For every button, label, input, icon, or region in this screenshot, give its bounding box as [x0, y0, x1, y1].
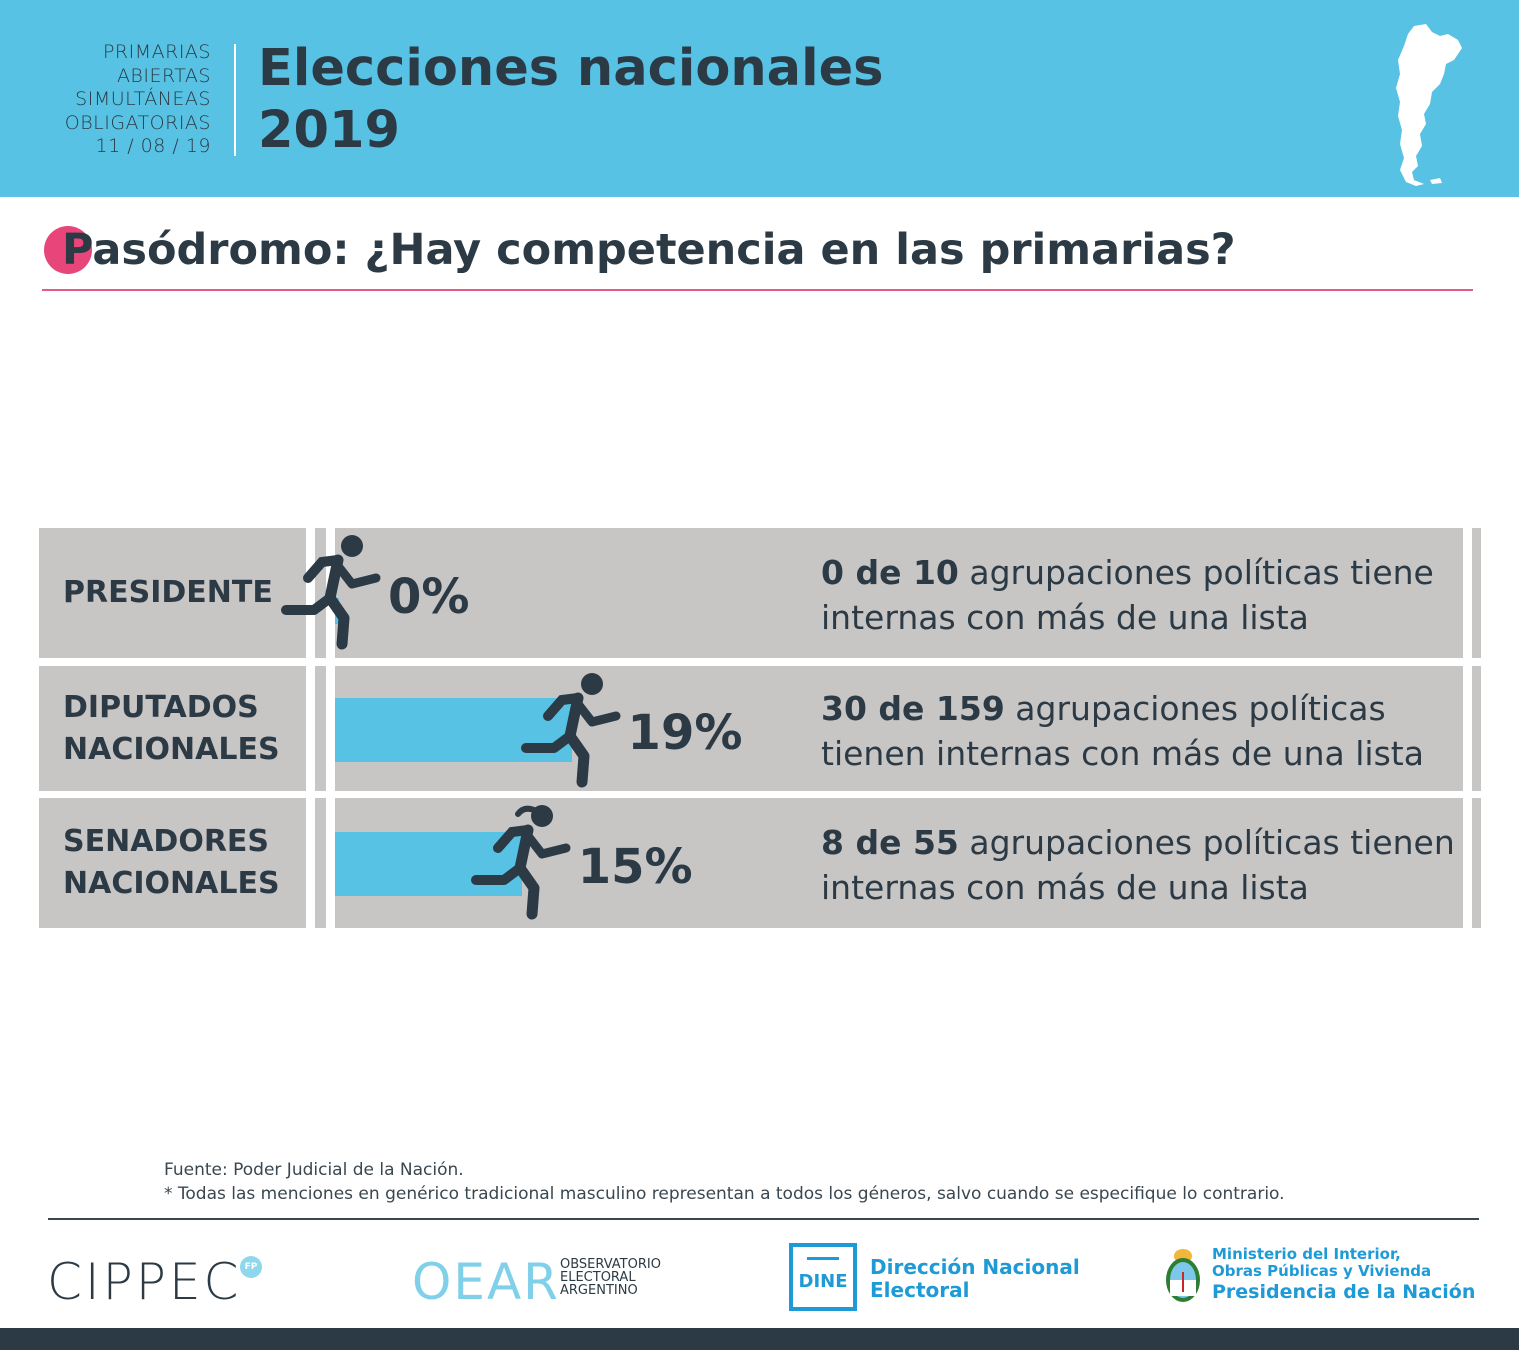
description-count: 8 de 55	[821, 823, 959, 862]
description-text: agrupaciones políticas tienen internas c…	[821, 823, 1455, 907]
cippec-badge-text: FP	[244, 1262, 258, 1272]
dine-logo-text: DINE	[798, 1271, 848, 1292]
row-end-marker	[1472, 666, 1481, 791]
presidencia-line: Presidencia de la Nación	[1212, 1281, 1476, 1303]
paso-line: OBLIGATORIAS	[64, 111, 211, 134]
paso-date: 11 / 08 / 19	[95, 135, 211, 157]
cippec-badge-icon: FP	[240, 1256, 262, 1278]
row-description: 30 de 159 agrupaciones políticas tienen …	[821, 686, 1461, 776]
row-label-cell	[39, 666, 306, 791]
argentina-map-icon	[1396, 24, 1462, 186]
gender-note: * Todas las menciones en genérico tradic…	[164, 1184, 1285, 1204]
row-label-cell	[39, 798, 306, 928]
oear-sub-line: ARGENTINO	[560, 1283, 638, 1298]
title-line-2: 2019	[258, 101, 400, 160]
row-separator	[315, 798, 326, 928]
value-label: 0%	[388, 569, 470, 625]
row-bar-track	[335, 528, 1463, 658]
description-text: agrupaciones políticas tienen internas c…	[821, 688, 1424, 773]
section-title-text: Pasódromo: ¿Hay competencia en las prima…	[62, 225, 1236, 275]
category-label-line: SENADORES	[63, 824, 270, 859]
row-description: 8 de 55 agrupaciones políticas tienen in…	[821, 820, 1461, 910]
ministerio-line: Obras Públicas y Vivienda	[1212, 1262, 1432, 1280]
dine-name: Dirección Nacional Electoral	[870, 1256, 1080, 1302]
bottom-bar	[0, 1328, 1519, 1350]
dine-name-line: Electoral	[870, 1278, 970, 1302]
page-title: Elecciones nacionales 2019	[258, 38, 884, 162]
dine-logo-bar	[807, 1257, 839, 1260]
footer-divider	[48, 1218, 1479, 1220]
row-end-marker	[1472, 798, 1481, 928]
category-label-line: DIPUTADOS	[63, 689, 259, 725]
category-label: PRESIDENTE	[63, 572, 273, 614]
row-label-cell	[39, 528, 306, 658]
row-separator	[315, 528, 326, 658]
row-description: 0 de 10 agrupaciones políticas tiene int…	[821, 550, 1461, 640]
oear-logo: OEAR	[412, 1253, 560, 1311]
paso-line: PRIMARIAS	[102, 41, 211, 63]
oear-subtitle: OBSERVATORIO ELECTORAL ARGENTINO	[560, 1258, 661, 1297]
header-divider	[234, 44, 236, 156]
row-separator	[315, 666, 326, 791]
title-line-1: Elecciones nacionales	[258, 39, 884, 98]
runner-icon	[281, 535, 381, 650]
ministerio-line: Ministerio del Interior,	[1212, 1245, 1401, 1263]
bar	[335, 832, 522, 896]
description-count: 30 de 159	[821, 688, 1005, 728]
category-label-line: PRESIDENTE	[63, 575, 273, 610]
runner-icon	[520, 673, 621, 788]
paso-line: SIMULTÁNEAS	[75, 88, 211, 110]
header-banner: PRIMARIAS ABIERTAS SIMULTÁNEAS OBLIGATOR…	[0, 0, 1519, 197]
category-label-line: NACIONALES	[63, 866, 280, 901]
source-note: Fuente: Poder Judicial de la Nación.	[164, 1160, 464, 1180]
title-bullet-icon	[44, 226, 92, 274]
description-text: agrupaciones políticas tiene internas co…	[821, 553, 1434, 637]
paso-label: PRIMARIAS ABIERTAS SIMULTÁNEAS OBLIGATOR…	[65, 41, 211, 159]
value-label: 15%	[577, 839, 693, 895]
row-end-marker	[1472, 528, 1481, 658]
oear-sub-line: OBSERVATORIO	[560, 1257, 661, 1272]
dine-name-line: Dirección Nacional	[870, 1255, 1080, 1279]
description-count: 0 de 10	[821, 553, 959, 592]
cippec-logo: CIPPEC	[47, 1253, 242, 1311]
ministerio-logo: Ministerio del Interior, Obras Públicas …	[1212, 1246, 1475, 1304]
category-label-line: NACIONALES	[63, 731, 280, 767]
dine-logo: DINE	[789, 1243, 857, 1311]
category-label: SENADORES NACIONALES	[63, 821, 280, 905]
national-shield-icon	[1166, 1249, 1200, 1302]
female-runner-icon	[470, 805, 571, 920]
value-label: 19%	[627, 704, 743, 761]
paso-line: ABIERTAS	[116, 64, 211, 87]
oear-sub-line: ELECTORAL	[560, 1270, 636, 1285]
category-label: DIPUTADOS NACIONALES	[63, 687, 280, 771]
title-underline	[42, 289, 1473, 291]
